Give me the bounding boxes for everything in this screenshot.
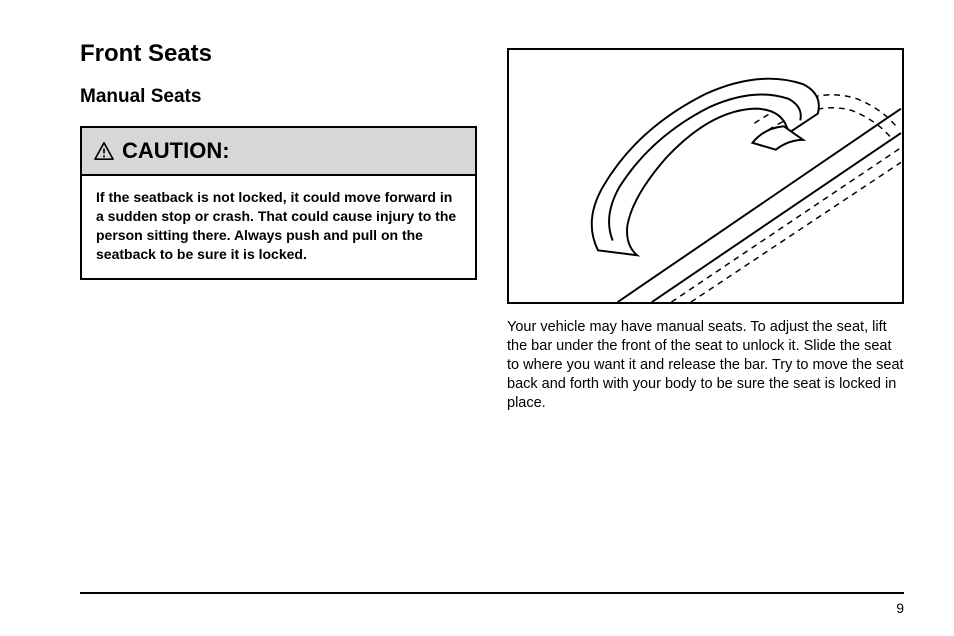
page-number: 9 xyxy=(896,600,904,616)
heading-1: Front Seats xyxy=(80,40,477,68)
caution-body-text: If the seatback is not locked, it could … xyxy=(82,176,475,278)
right-column: Your vehicle may have manual seats. To a… xyxy=(507,40,904,412)
heading-2: Manual Seats xyxy=(80,86,477,108)
caution-title: CAUTION: xyxy=(122,138,230,164)
footer-rule xyxy=(80,592,904,594)
caution-box: CAUTION: If the seatback is not locked, … xyxy=(80,126,477,280)
seat-bar-figure xyxy=(507,48,904,304)
left-column: Front Seats Manual Seats CAUTION: If the… xyxy=(80,40,477,412)
instruction-text: Your vehicle may have manual seats. To a… xyxy=(507,318,904,412)
caution-header: CAUTION: xyxy=(82,128,475,176)
warning-triangle-icon xyxy=(94,142,114,160)
seat-bar-illustration xyxy=(509,50,902,302)
page-content: Front Seats Manual Seats CAUTION: If the… xyxy=(0,0,954,432)
